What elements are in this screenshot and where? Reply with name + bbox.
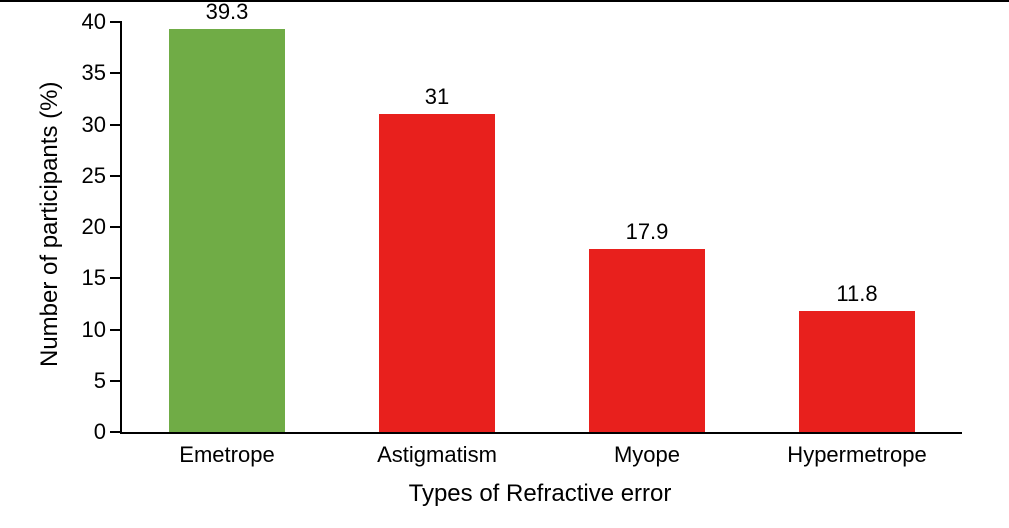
bar: 39.3: [169, 29, 285, 432]
x-category-label: Myope: [614, 442, 680, 468]
x-category-label: Hypermetrope: [787, 442, 926, 468]
y-tick-label: 25: [82, 163, 106, 189]
y-tick: [110, 277, 122, 279]
y-tick: [110, 329, 122, 331]
y-tick: [110, 72, 122, 74]
chart-container: 0 5 10 15 20 25 30 35 40 39.3 Emetrope 31 Astigmatis…: [0, 0, 1009, 528]
y-tick-label: 10: [82, 317, 106, 343]
y-tick-label: 40: [82, 9, 106, 35]
x-axis-title: Types of Refractive error: [409, 480, 672, 508]
x-category-label: Astigmatism: [377, 442, 497, 468]
y-axis-title: Number of participants (%): [36, 82, 64, 367]
y-tick: [110, 21, 122, 23]
bar-value-label: 39.3: [169, 0, 285, 25]
y-tick-label: 20: [82, 214, 106, 240]
y-tick-label: 15: [82, 265, 106, 291]
y-tick-label: 35: [82, 60, 106, 86]
bar-value-label: 17.9: [589, 219, 705, 245]
y-tick-label: 5: [94, 368, 106, 394]
y-tick: [110, 431, 122, 433]
y-tick: [110, 124, 122, 126]
bar-value-label: 31: [379, 84, 495, 110]
bar-value-label: 11.8: [799, 281, 915, 307]
y-tick: [110, 380, 122, 382]
y-tick: [110, 226, 122, 228]
x-category-label: Emetrope: [179, 442, 274, 468]
y-tick: [110, 175, 122, 177]
plot-area: 051015202530354039.3Emetrope31Astigmatis…: [120, 22, 962, 434]
bar: 11.8: [799, 311, 915, 432]
bar: 17.9: [589, 249, 705, 432]
bar: 31: [379, 114, 495, 432]
y-tick-label: 30: [82, 112, 106, 138]
y-tick-label: 0: [94, 419, 106, 445]
